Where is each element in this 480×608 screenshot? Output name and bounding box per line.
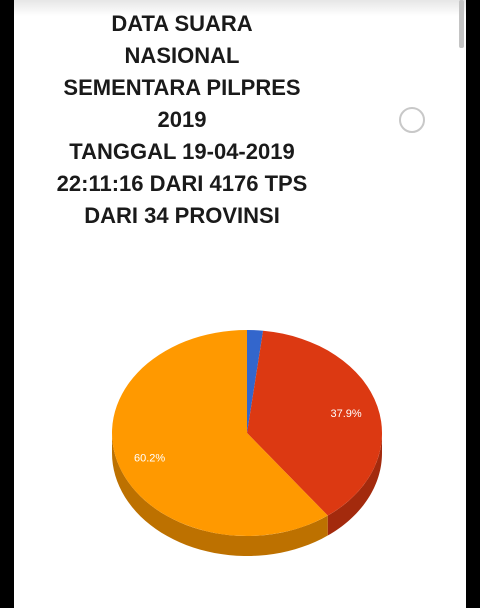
app-page: DATA SUARA NASIONAL SEMENTARA PILPRES 20… [14,0,466,608]
title-line-1: DATA SUARA [111,11,253,36]
pie-label-1: 37.9% [330,408,361,420]
province-count: 34 [144,203,169,228]
top-shade [14,0,466,16]
page-title: DATA SUARA NASIONAL SEMENTARA PILPRES 20… [24,8,340,232]
pie-side-walls [112,433,382,556]
pie-side-2 [112,433,328,556]
pie-chart: 37.9% 60.2% [112,330,383,556]
pie-slice-1 [247,330,383,516]
scrollbar-thumb[interactable] [459,0,464,48]
tps-count: 4176 [209,171,259,196]
title-line-date: TANGGAL 19-04-2019 [24,136,340,168]
touch-indicator-icon [399,107,425,133]
pie-top [112,330,383,536]
title-line-3: SEMENTARA PILPRES [63,75,301,100]
tps-unit: TPS [258,171,308,196]
pie-slice-0 [247,330,264,433]
title-line-2: NASIONAL [124,43,240,68]
time-value: 22:11:16 [56,171,144,196]
time-mid: DARI [143,171,210,196]
title-line-time: 22:11:16 DARI 4176 TPS [24,168,340,200]
pie-side-1 [327,433,382,536]
date-value: 19-04-2019 [182,139,295,164]
province-prefix: DARI [84,203,145,228]
pie-slice-2 [112,330,328,536]
province-unit: PROVINSI [168,203,280,228]
title-line-4: 2019 [157,107,207,132]
pie-label-2: 60.2% [134,453,165,465]
date-prefix: TANGGAL [69,139,183,164]
title-line-province: DARI 34 PROVINSI [24,200,340,232]
